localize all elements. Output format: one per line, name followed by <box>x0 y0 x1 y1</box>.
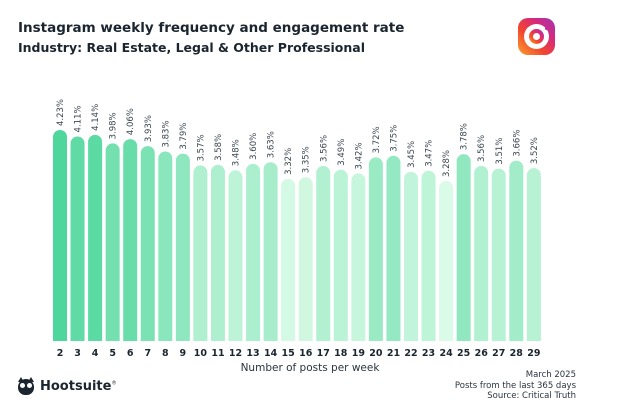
x-tick-label: 15 <box>282 348 295 359</box>
bar-value-label: 3.63% <box>267 131 277 158</box>
bar-value-label: 3.98% <box>109 112 119 139</box>
x-tick-label: 26 <box>475 348 489 359</box>
bar-9 <box>175 153 190 341</box>
x-tick-label: 20 <box>369 348 383 359</box>
bar-value-label: 3.35% <box>302 146 312 173</box>
bar-7 <box>140 146 155 341</box>
bar-value-label: 3.47% <box>425 140 435 167</box>
x-tick-label: 16 <box>299 348 313 359</box>
bar-value-label: 3.48% <box>232 139 242 166</box>
x-tick-label: 22 <box>404 348 417 359</box>
bar-value-label: 4.14% <box>91 104 101 131</box>
bar-15 <box>281 178 296 341</box>
bar-value-label: 3.78% <box>460 123 470 150</box>
bar-value-label: 3.75% <box>389 125 399 152</box>
bar-value-label: 4.06% <box>126 108 136 135</box>
bar-29 <box>526 168 541 341</box>
x-tick-label: 25 <box>457 348 470 359</box>
bar-value-label: 3.58% <box>214 134 224 161</box>
footer-notes: March 2025 Posts from the last 365 days … <box>455 370 576 402</box>
x-axis-label: Number of posts per week <box>240 362 380 374</box>
x-tick-label: 21 <box>387 348 400 359</box>
x-tick-label: 17 <box>317 348 330 359</box>
bar-23 <box>421 170 436 341</box>
bar-value-label: 3.42% <box>354 142 364 169</box>
bar-value-label: 4.23% <box>56 99 66 126</box>
x-tick-label: 23 <box>422 348 435 359</box>
bar-12 <box>228 170 243 341</box>
bar-value-label: 3.72% <box>372 126 382 153</box>
x-tick-label: 19 <box>352 348 365 359</box>
bar-value-label: 3.57% <box>196 134 206 161</box>
bar-2 <box>53 130 67 341</box>
bar-4 <box>88 134 103 341</box>
x-tick-label: 5 <box>109 348 116 359</box>
bar-3 <box>70 136 85 341</box>
x-tick-label: 27 <box>492 348 505 359</box>
bar-16 <box>298 177 313 341</box>
bar-22 <box>404 171 418 341</box>
x-tick-label: 6 <box>127 348 134 359</box>
x-tick-label: 4 <box>92 348 99 359</box>
instagram-logo-icon <box>518 18 555 55</box>
x-tick-label: 11 <box>211 348 224 359</box>
bar-25 <box>456 154 471 341</box>
bar-value-label: 3.93% <box>144 115 154 142</box>
x-tick-label: 13 <box>246 348 259 359</box>
x-tick-label: 10 <box>194 348 208 359</box>
bar-28 <box>509 160 524 341</box>
x-tick-label: 3 <box>74 348 81 359</box>
bar-value-label: 3.79% <box>179 123 189 150</box>
hootsuite-owl-icon <box>17 377 35 395</box>
x-tick-label: 24 <box>439 348 453 359</box>
bar-14 <box>263 162 278 341</box>
bar-value-label: 3.49% <box>337 139 347 166</box>
bar-6 <box>123 139 138 341</box>
footer-date: March 2025 <box>525 370 576 380</box>
x-tick-label: 28 <box>510 348 524 359</box>
bar-value-label: 3.45% <box>407 141 417 168</box>
bar-19 <box>351 173 366 341</box>
bar-value-label: 3.56% <box>477 135 487 162</box>
bar-17 <box>316 165 331 341</box>
bar-value-label: 3.52% <box>530 137 540 164</box>
bar-24 <box>439 181 454 341</box>
x-tick-label: 18 <box>334 348 348 359</box>
bar-20 <box>368 157 383 341</box>
bar-value-label: 3.56% <box>319 135 329 162</box>
bar-value-label: 4.11% <box>74 105 84 132</box>
x-tick-label: 2 <box>57 348 64 359</box>
x-tick-label: 12 <box>229 348 242 359</box>
bar-value-label: 3.51% <box>495 138 505 165</box>
bar-value-label: 3.60% <box>249 133 259 160</box>
bar-8 <box>158 151 173 341</box>
x-tick-label: 7 <box>144 348 151 359</box>
bar-21 <box>386 155 401 341</box>
bar-11 <box>210 164 225 341</box>
brand-name: Hootsuite® <box>40 378 117 394</box>
x-tick-label: 14 <box>264 348 278 359</box>
bar-27 <box>491 168 506 341</box>
bar-value-label: 3.32% <box>284 148 294 175</box>
bar-value-label: 3.83% <box>161 120 171 147</box>
bar-18 <box>333 169 348 341</box>
chart-title: Instagram weekly frequency and engagemen… <box>18 20 405 36</box>
bar-value-label: 3.66% <box>512 130 522 157</box>
bar-26 <box>474 165 489 341</box>
x-tick-label: 29 <box>527 348 540 359</box>
chart-subtitle: Industry: Real Estate, Legal & Other Pro… <box>18 40 366 55</box>
hootsuite-logo: Hootsuite® <box>17 377 116 395</box>
footer-source: Source: Critical Truth <box>487 391 576 401</box>
bar-5 <box>105 143 120 341</box>
bar-13 <box>246 163 261 341</box>
x-tick-label: 9 <box>180 348 187 359</box>
x-tick-label: 8 <box>162 348 169 359</box>
bar-value-label: 3.28% <box>442 150 452 177</box>
bar-10 <box>193 165 208 341</box>
footer-period: Posts from the last 365 days <box>454 380 576 391</box>
